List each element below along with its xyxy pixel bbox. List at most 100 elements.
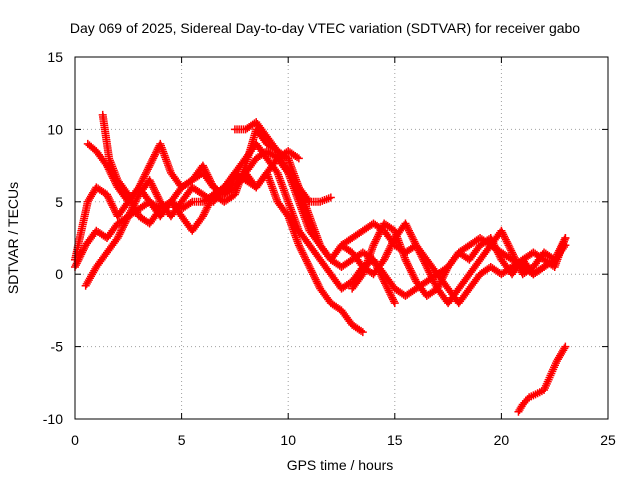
marker-trail: [338, 308, 355, 328]
y-tick-label: 0: [55, 266, 63, 282]
plot-frame: [74, 56, 609, 420]
marker-trail: [284, 170, 303, 204]
marker-trail: [540, 373, 554, 392]
marker-trail: [466, 243, 483, 262]
marker-trail: [135, 163, 153, 190]
marker-trail: [274, 170, 292, 204]
marker-trail: [359, 243, 377, 277]
marker-trail: [115, 213, 131, 227]
marker-trail: [179, 199, 195, 212]
series-track-2: [81, 139, 399, 308]
marker-trail: [253, 119, 270, 139]
marker-trail: [114, 177, 131, 197]
x-tick-label: 5: [178, 432, 186, 448]
data-point: [508, 248, 517, 257]
x-tick-label: 15: [387, 432, 403, 448]
marker-trail: [231, 163, 249, 197]
marker-trail: [339, 242, 355, 256]
marker-trail: [71, 243, 89, 270]
series-track-9: [514, 342, 570, 416]
marker-trail: [499, 249, 515, 263]
marker-trail: [285, 148, 302, 162]
marker-trail: [413, 243, 430, 270]
marker-trail: [146, 177, 164, 204]
marker-trail: [82, 264, 100, 288]
marker-trail: [156, 141, 175, 175]
marker-trail: [509, 257, 526, 277]
marker-trail: [456, 286, 473, 306]
marker-trail: [317, 257, 334, 277]
data-point: [145, 161, 154, 170]
x-tick-label: 0: [71, 432, 79, 448]
marker-trail: [403, 285, 419, 299]
series-track-5: [71, 125, 570, 308]
marker-trail: [547, 359, 560, 378]
marker-trail: [349, 250, 366, 270]
marker-trail: [339, 256, 355, 270]
x-tick-label: 20: [494, 432, 510, 448]
marker-trail: [295, 199, 313, 233]
marker-trail: [381, 279, 398, 306]
marker-trail: [424, 285, 440, 299]
marker-trail: [93, 148, 110, 168]
marker-trail: [295, 185, 313, 219]
marker-trail: [445, 286, 462, 306]
ticks: 0 5 10 15 20 25 -10 -5 0 5 10 15: [43, 49, 616, 448]
marker-trail: [381, 235, 398, 262]
marker-trail: [295, 243, 313, 270]
marker-trail: [520, 264, 536, 277]
x-tick-label: 10: [280, 432, 296, 448]
marker-trail: [85, 141, 99, 154]
marker-trail: [296, 228, 313, 248]
marker-trail: [199, 163, 217, 190]
marker-trail: [284, 214, 303, 248]
marker-trail: [531, 264, 547, 277]
marker-trail: [466, 272, 483, 291]
y-tick-label: 10: [47, 121, 63, 137]
y-tick-label: -10: [43, 411, 63, 427]
marker-trail: [275, 148, 291, 162]
marker-trail: [104, 235, 121, 255]
marker-trail: [402, 221, 420, 248]
marker-trail: [253, 127, 270, 147]
grid: [75, 57, 608, 419]
data-point: [390, 299, 399, 308]
marker-trail: [307, 197, 323, 206]
chart-title: Day 069 of 2025, Sidereal Day-to-day VTE…: [70, 20, 580, 36]
marker-trail: [551, 235, 569, 270]
marker-trail: [94, 184, 110, 198]
marker-trail: [391, 228, 409, 262]
marker-trail: [274, 199, 291, 219]
marker-trail: [99, 112, 113, 161]
marker-trail: [264, 134, 281, 154]
marker-trail: [253, 170, 270, 190]
marker-trail: [328, 300, 344, 314]
marker-trail: [190, 184, 206, 198]
marker-trail: [349, 272, 366, 291]
marker-trail: [434, 264, 452, 291]
marker-trail: [533, 387, 546, 398]
marker-trail: [487, 235, 505, 262]
data-point: [305, 262, 314, 271]
marker-trail: [189, 214, 206, 233]
marker-trail: [306, 243, 323, 262]
marker-trail: [317, 286, 334, 306]
x-axis-label: GPS time / hours: [287, 457, 394, 473]
marker-trail: [233, 125, 248, 134]
marker-trail: [284, 199, 303, 233]
marker-trail: [349, 322, 366, 335]
marker-trail: [222, 191, 238, 205]
y-axis-label: SDTVAR / TECUs: [5, 182, 21, 294]
data-point: [412, 241, 421, 250]
marker-trail: [103, 192, 121, 219]
marker-trail: [477, 243, 494, 262]
x-tick-label: 25: [600, 432, 616, 448]
marker-trail: [349, 227, 366, 241]
marker-trail: [179, 177, 195, 191]
marker-trail: [284, 156, 303, 190]
marker-trail: [531, 249, 547, 263]
marker-trail: [527, 391, 538, 401]
marker-trail: [370, 221, 388, 248]
y-tick-label: 5: [55, 194, 63, 210]
